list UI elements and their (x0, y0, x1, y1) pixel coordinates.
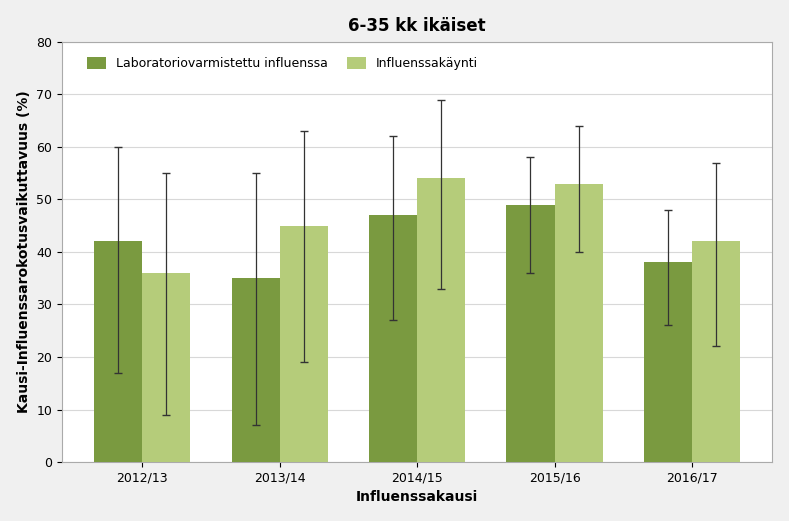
Bar (280, 226, 327, 462)
Bar (555, 183, 603, 462)
Bar (644, 263, 692, 462)
Bar (94, 241, 142, 462)
Bar (692, 241, 740, 462)
Bar (369, 215, 417, 462)
Bar (417, 178, 466, 462)
Bar (232, 278, 280, 462)
X-axis label: Influenssakausi: Influenssakausi (356, 490, 478, 504)
Legend: Laboratoriovarmistettu influenssa, Influenssakäynti: Laboratoriovarmistettu influenssa, Influ… (82, 52, 483, 75)
Y-axis label: Kausi-Influenssarokotusvaikuttavuus (%): Kausi-Influenssarokotusvaikuttavuus (%) (17, 91, 31, 413)
Bar (507, 205, 555, 462)
Bar (142, 273, 190, 462)
Title: 6-35 kk ikäiset: 6-35 kk ikäiset (348, 17, 486, 35)
